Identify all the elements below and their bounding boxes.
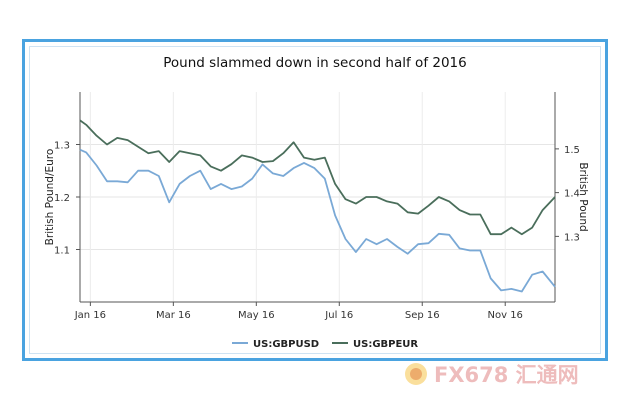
series-line-us-gbpeur (79, 119, 556, 236)
y-tick-label-left: 1.2 (54, 193, 70, 204)
x-tick-label: Jan 16 (74, 310, 106, 321)
x-tick-label: Sep 16 (405, 310, 440, 321)
y-tick-label-right: 1.5 (564, 145, 580, 156)
watermark: FX678 汇通网 (404, 358, 614, 398)
x-tick-label: May 16 (238, 310, 275, 321)
chart-inner-border (29, 46, 601, 354)
y-tick-label-right: 1.3 (564, 232, 580, 243)
legend-label: US:GBPUSD (253, 339, 319, 350)
y-tick-label-right: 1.4 (564, 189, 580, 200)
chart-title: Pound slammed down in second half of 201… (163, 55, 467, 71)
x-tick-label: Nov 16 (488, 310, 523, 321)
y-axis-title-left: British Pound/Euro (44, 149, 56, 246)
chart-frame (22, 39, 608, 361)
plot-area: 1.1 1.2 1.3 1.3 1.4 1.5 Jan 16 Mar 16 May 16 Jul … (44, 92, 589, 350)
legend-label: US:GBPEUR (353, 339, 418, 350)
y-axis-title-right: British Pound (577, 162, 589, 231)
x-tick-label: Mar 16 (156, 310, 191, 321)
x-tick-label: Jul 16 (324, 310, 353, 321)
fx678-logo-icon (405, 363, 427, 385)
series-line-us-gbpusd (79, 148, 556, 293)
watermark-text: FX678 汇通网 (434, 363, 579, 387)
y-tick-label-left: 1.3 (54, 141, 70, 152)
y-tick-label-left: 1.1 (54, 246, 70, 257)
